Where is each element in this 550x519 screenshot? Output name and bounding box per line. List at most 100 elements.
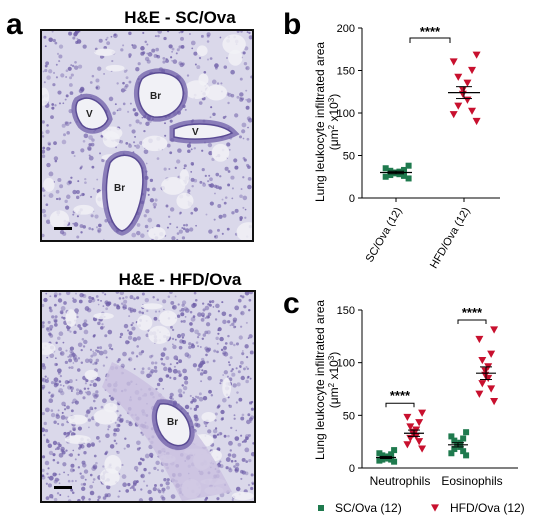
hist-bottom-nucleus [93, 399, 96, 403]
hist-top-nucleus [239, 92, 244, 97]
hist-bottom-nucleus [60, 415, 66, 420]
hist-bottom-nucleus [171, 304, 177, 310]
hist-bottom-nucleus [57, 298, 63, 303]
hist-bottom-nucleus [244, 447, 250, 453]
hist-bottom-nucleus [163, 308, 165, 311]
chart-b-ytick-label: 200 [337, 23, 355, 35]
hist-bottom-nucleus [108, 394, 112, 398]
hist-top-nucleus [134, 145, 136, 147]
hist-top-nucleus [52, 71, 56, 74]
hist-bottom-nucleus [240, 477, 243, 480]
hist-bottom-nucleus [87, 387, 90, 390]
hist-top-nucleus [91, 165, 95, 169]
hist-bottom-nucleus [229, 341, 234, 346]
hist-bottom-nucleus [250, 451, 254, 457]
hist-top-nucleus [208, 151, 213, 156]
hist-bottom-nucleus [233, 417, 236, 420]
hist-bottom-nucleus [252, 342, 254, 345]
hist-top-nucleus [206, 58, 210, 61]
hist-bottom-nucleus [72, 468, 75, 472]
hist-bottom-nucleus [207, 375, 212, 381]
hist-top-nucleus [152, 187, 156, 192]
hist-bottom-nucleus [58, 331, 64, 337]
hist-top-alveolus [73, 204, 94, 215]
hist-top-nucleus [198, 56, 202, 60]
hist-bottom-nucleus [91, 466, 97, 471]
hist-bottom-nucleus [133, 465, 139, 471]
hist-bottom-nucleus [249, 417, 253, 422]
hist-top-nucleus [58, 44, 64, 49]
histology-image-hfd-ova: Br [40, 290, 256, 503]
hist-bottom-nucleus [184, 352, 190, 357]
hist-top-nucleus [132, 108, 136, 112]
chart-b-xtick-label: HFD/Ova (12) [428, 206, 473, 271]
chart-c-point-hfd [406, 423, 415, 431]
hist-bottom-nucleus [223, 346, 227, 350]
hist-bottom-nucleus [83, 319, 88, 323]
chart-c-point-hfd [490, 398, 499, 406]
hist-bottom-nucleus [243, 367, 246, 371]
hist-bottom-nucleus [108, 343, 113, 348]
hist-top-nucleus [210, 106, 213, 109]
hist-bottom-nucleus [46, 438, 49, 441]
hist-bottom-nucleus [82, 396, 86, 400]
hist-top-nucleus [207, 142, 213, 148]
hist-bottom-nucleus [221, 416, 224, 420]
hist-bottom-nucleus [165, 481, 170, 486]
hist-bottom-nucleus [249, 377, 252, 380]
hist-top-nucleus [55, 197, 59, 201]
hist-top-nucleus [76, 215, 79, 218]
hist-bottom-nucleus [194, 395, 198, 398]
hist-bottom-nucleus [148, 452, 154, 458]
hist-top-nucleus [244, 208, 247, 211]
hist-bottom-nucleus [245, 355, 249, 359]
hist-top-nucleus [59, 229, 65, 235]
hist-bottom-nucleus [83, 451, 87, 455]
hist-bottom-nucleus [92, 382, 97, 387]
hist-bottom-nucleus [47, 476, 50, 479]
chart-c-point-sc [391, 447, 398, 454]
hist-bottom-nucleus [52, 472, 57, 477]
hist-bottom-nucleus [122, 351, 127, 357]
chart-c-point-hfd [478, 356, 487, 365]
hist-bottom-nucleus [241, 470, 246, 475]
hist-bottom-nucleus [73, 330, 77, 335]
hist-bottom-nucleus [219, 382, 222, 385]
hist-top-nucleus [186, 74, 190, 77]
hist-bottom-nucleus [222, 352, 226, 356]
hist-bottom-nucleus [48, 475, 54, 481]
hist-top-nucleus [196, 65, 201, 70]
hist-bottom-alveolus [201, 412, 216, 422]
hist-bottom-nucleus [241, 457, 246, 462]
hist-bottom-nucleus [227, 320, 231, 324]
hist-bottom-nucleus [55, 473, 58, 476]
hist-top-nucleus [72, 213, 75, 216]
hist-bottom-nucleus [247, 337, 250, 340]
hist-top-nucleus [156, 54, 159, 57]
chart-b-point-sc [401, 172, 408, 179]
hist-bottom-nucleus [244, 344, 249, 349]
hist-bottom-nucleus [116, 416, 122, 422]
hist-top-nucleus [131, 129, 136, 134]
hist-bottom-nucleus [117, 495, 120, 498]
hist-bottom-nucleus [213, 349, 217, 353]
hist-bottom-nucleus [42, 378, 47, 383]
hist-top-nucleus [73, 65, 79, 70]
hist-top-nucleus [219, 175, 222, 178]
hist-bottom-nucleus [79, 292, 84, 298]
hist-bottom-nucleus [180, 312, 185, 317]
hist-bottom-nucleus [195, 404, 199, 409]
hist-top-nucleus [132, 44, 137, 50]
hist-bottom-nucleus [143, 467, 147, 472]
hist-top-nucleus [183, 164, 187, 168]
hist-bottom-nucleus [204, 316, 207, 320]
hist-bottom-nucleus [77, 342, 83, 348]
hist-bottom-nucleus [230, 459, 234, 463]
hist-bottom-nucleus [95, 422, 100, 427]
hist-bottom-nucleus [115, 292, 120, 294]
chart-b-point-sc [382, 173, 389, 180]
hist-bottom-nucleus [222, 352, 225, 355]
hist-top-nucleus [166, 31, 170, 33]
hist-top-nucleus [176, 159, 181, 164]
hist-top-nucleus [243, 61, 248, 66]
